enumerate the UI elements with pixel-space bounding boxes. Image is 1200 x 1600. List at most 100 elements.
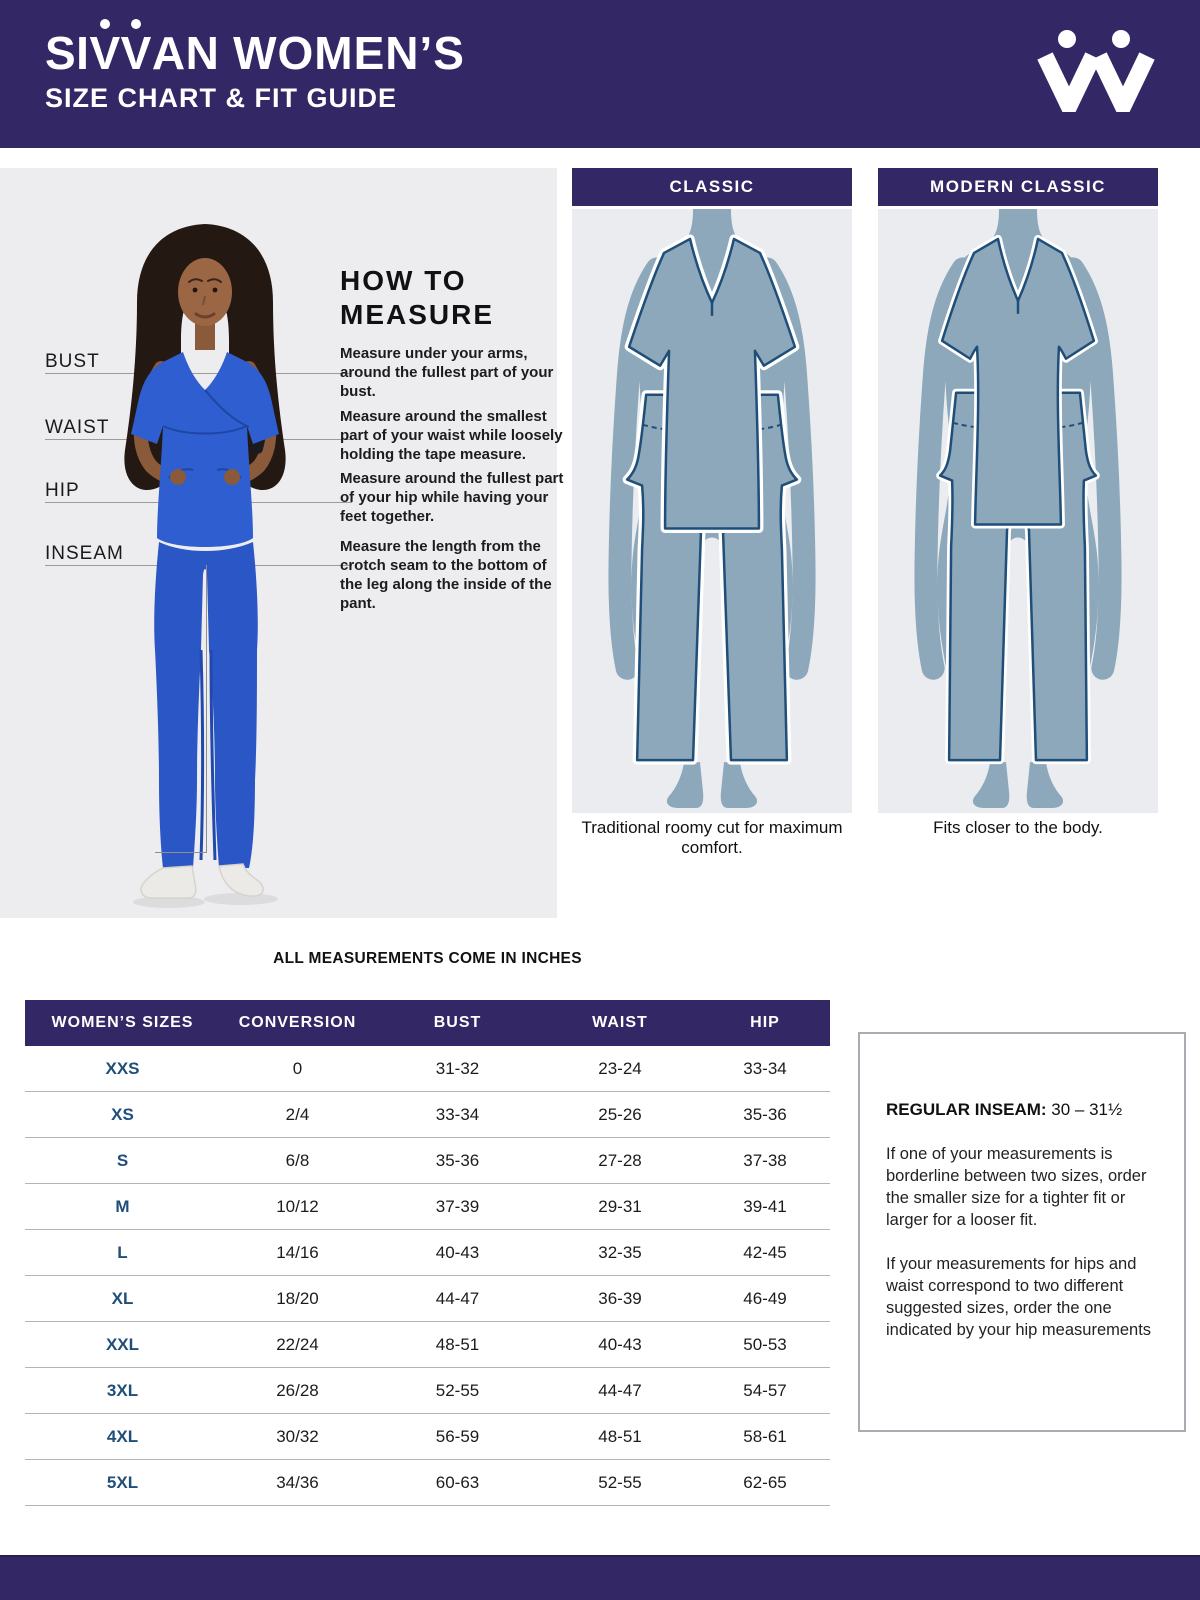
hip-cell: 50-53 <box>743 1334 787 1354</box>
howto-title-line2: MEASURE <box>340 298 495 330</box>
conversion-cell: 2/4 <box>285 1104 310 1124</box>
bust-cell: 31-32 <box>435 1058 480 1078</box>
brand-part: SI <box>45 27 90 79</box>
conversion-cell: 18/20 <box>276 1288 319 1308</box>
fit-advice-paragraph-2: If your measurements for hips and waist … <box>886 1254 1152 1339</box>
right-shoe <box>218 863 264 897</box>
regular-inseam-value: 30 – 31½ <box>1051 1100 1123 1119</box>
regular-inseam-label: REGULAR INSEAM: <box>886 1100 1047 1119</box>
inseam-vertical-line <box>206 565 207 852</box>
brand-title: SIVVAN WOMEN’S <box>45 28 465 79</box>
hip-cell: 46-49 <box>743 1288 787 1308</box>
size-cell: XL <box>111 1288 134 1308</box>
hip-label: HIP <box>45 480 80 501</box>
conversion-cell: 26/28 <box>276 1380 319 1400</box>
table-row: 3XL 26/28 52-55 44-47 54-57 <box>25 1368 830 1414</box>
conversion-cell: 10/12 <box>276 1196 319 1216</box>
header-banner: SIVVAN WOMEN’S SIZE CHART & FIT GUIDE <box>0 0 1200 148</box>
hip-cell: 54-57 <box>743 1380 787 1400</box>
regular-inseam-line: REGULAR INSEAM: 30 – 31½ <box>886 1100 1158 1120</box>
waist-cell: 32-35 <box>598 1242 642 1262</box>
waist-cell: 44-47 <box>598 1380 642 1400</box>
waist-cell: 25-26 <box>598 1104 642 1124</box>
size-cell: M <box>115 1196 130 1216</box>
table-row: XS 2/4 33-34 25-26 35-36 <box>25 1092 830 1138</box>
bust-cell: 52-55 <box>435 1380 480 1400</box>
brand-womens-label: WOMEN’S <box>233 27 465 79</box>
hip-cell: 58-61 <box>743 1426 787 1446</box>
size-cell: 4XL <box>106 1426 139 1446</box>
table-row: 4XL 30/32 56-59 48-51 58-61 <box>25 1414 830 1460</box>
col-header-conversion: CONVERSION <box>238 1014 357 1031</box>
scrub-pants <box>154 542 258 868</box>
table-row: 5XL 34/36 60-63 52-55 62-65 <box>25 1460 830 1506</box>
waist-cell: 27-28 <box>598 1150 642 1170</box>
table-row: XL 18/20 44-47 36-39 46-49 <box>25 1276 830 1322</box>
bust-cell: 60-63 <box>435 1472 480 1492</box>
size-table-header: WOMEN’S SIZES CONVERSION BUST WAIST HIP <box>25 1000 830 1046</box>
conversion-cell: 6/8 <box>285 1150 310 1170</box>
table-row: M 10/12 37-39 29-31 39-41 <box>25 1184 830 1230</box>
fit-advice-box: REGULAR INSEAM: 30 – 31½ If one of your … <box>858 1032 1186 1432</box>
bust-cell: 56-59 <box>435 1426 480 1446</box>
brand-part: AN <box>151 27 220 79</box>
brand-v-dotted: V <box>89 27 121 79</box>
col-header-waist: WAIST <box>592 1014 648 1031</box>
hip-cell: 62-65 <box>743 1472 787 1492</box>
col-header-sizes: WOMEN’S SIZES <box>51 1014 194 1031</box>
page-title: SIZE CHART & FIT GUIDE <box>45 82 397 113</box>
sivvan-vv-logo-icon <box>1037 30 1155 112</box>
hip-instruction: Measure around the fullest part of your … <box>340 470 564 525</box>
footer-banner <box>0 1555 1200 1600</box>
hip-cell: 39-41 <box>743 1196 787 1216</box>
classic-fit-illustration <box>608 209 816 809</box>
inseam-instruction: Measure the length from the crotch seam … <box>340 538 552 612</box>
bust-cell: 37-39 <box>435 1196 480 1216</box>
left-shoe <box>140 865 197 899</box>
hip-cell: 33-34 <box>743 1058 787 1078</box>
table-row: S 6/8 35-36 27-28 37-38 <box>25 1138 830 1184</box>
howto-heading-block: HOW TO MEASURE <box>340 264 558 331</box>
measurements-units-note: ALL MEASUREMENTS COME IN INCHES <box>273 950 582 967</box>
table-row: XXS 0 31-32 23-24 33-34 <box>25 1046 830 1092</box>
conversion-cell: 30/32 <box>276 1426 319 1446</box>
inseam-bottom-line <box>155 852 207 853</box>
waist-cell: 29-31 <box>598 1196 642 1216</box>
conversion-cell: 14/16 <box>276 1242 319 1262</box>
hip-cell: 37-38 <box>743 1150 787 1170</box>
howto-title-line1: HOW TO <box>340 265 467 296</box>
bust-cell: 35-36 <box>435 1150 480 1170</box>
brand-v-dotted: V <box>120 27 152 79</box>
sivvan-logo-text: SIVVAN <box>45 27 219 79</box>
waist-cell: 36-39 <box>598 1288 642 1308</box>
size-cell: XS <box>111 1104 134 1124</box>
inseam-label: INSEAM <box>45 543 124 564</box>
modern-classic-panel-figure <box>878 209 1158 813</box>
size-cell: XXS <box>105 1058 140 1078</box>
scrub-top <box>131 352 279 547</box>
modern-classic-caption: Fits closer to the body. <box>933 818 1103 837</box>
model-photo-illustration <box>124 224 286 908</box>
size-cell: 3XL <box>106 1380 139 1400</box>
model-photo-section: BUST WAIST HIP INSEAM HOW TO MEASURE Mea… <box>0 168 563 918</box>
size-cell: XXL <box>105 1334 140 1354</box>
waist-instruction: Measure around the smallest part of your… <box>340 408 563 463</box>
waist-label: WAIST <box>45 417 110 438</box>
waist-cell: 23-24 <box>598 1058 642 1078</box>
conversion-cell: 22/24 <box>276 1334 319 1354</box>
waist-cell: 40-43 <box>598 1334 642 1354</box>
bust-cell: 48-51 <box>435 1334 480 1354</box>
waist-cell: 52-55 <box>598 1472 642 1492</box>
hip-cell: 42-45 <box>743 1242 787 1262</box>
size-cell: L <box>117 1242 128 1262</box>
bust-cell: 33-34 <box>435 1104 480 1124</box>
bust-cell: 40-43 <box>435 1242 480 1262</box>
classic-caption: Traditional roomy cut for maximum comfor… <box>581 818 843 857</box>
bust-measure-line <box>45 373 352 374</box>
table-row: L 14/16 40-43 32-35 42-45 <box>25 1230 830 1276</box>
classic-panel-figure <box>572 209 852 813</box>
hip-cell: 35-36 <box>743 1104 787 1124</box>
conversion-cell: 0 <box>292 1058 303 1078</box>
conversion-cell: 34/36 <box>276 1472 319 1492</box>
size-cell: 5XL <box>106 1472 139 1492</box>
